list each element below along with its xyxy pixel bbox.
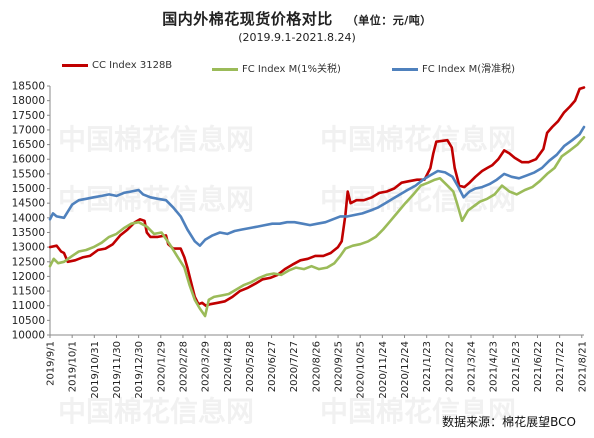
y-tick-label: 18000: [12, 95, 45, 107]
series-line-2: [48, 125, 586, 247]
x-tick-label: 2019/10/1: [68, 341, 79, 392]
legend-swatch: [62, 63, 88, 67]
legend-item-fc-index-1pct: FC Index M(1%关税): [212, 60, 341, 75]
x-tick-label: 2021/5/23: [511, 341, 522, 392]
y-tick-label: 12000: [12, 271, 45, 283]
y-tick-label: 16000: [12, 154, 45, 166]
chart-subtitle: (2019.9.1-2021.8.24): [238, 31, 356, 44]
y-tick-label: 11500: [12, 286, 45, 298]
x-tick-label: 2020/4/28: [223, 341, 234, 392]
chart-unit: （单位：元/吨）: [346, 14, 432, 27]
y-tick-label: 13500: [12, 227, 45, 239]
x-tick-label: 2021/2/22: [444, 341, 455, 392]
y-tick-label: 10000: [12, 330, 45, 342]
x-tick-label: 2019/11/30: [112, 341, 123, 399]
x-tick-label: 2020/10/25: [356, 341, 367, 399]
chart-title: 国内外棉花现货价格对比 （单位：元/吨）: [0, 8, 594, 29]
x-tick-label: 2020/7/27: [289, 341, 300, 392]
x-tick-label: 2020/5/28: [245, 341, 256, 392]
y-tick-label: 17500: [12, 110, 45, 122]
y-tick-label: 15500: [12, 168, 45, 180]
x-tick-label: 2020/8/26: [311, 341, 322, 392]
chart-title-text: 国内外棉花现货价格对比: [162, 10, 333, 28]
x-tick-label: 2019/9/1: [46, 341, 57, 386]
legend-item-fc-index-sliding: FC Index M(滑准税): [392, 60, 515, 75]
x-tick-label: 2020/11/24: [378, 341, 389, 399]
x-tick-label: 2019/12/30: [134, 341, 145, 399]
legend-swatch: [212, 67, 238, 71]
x-tick-label: 2021/7/22: [555, 341, 566, 392]
y-tick-label: 17000: [12, 124, 45, 136]
y-tick-label: 15000: [12, 183, 45, 195]
legend-label: FC Index M(1%关税): [242, 64, 341, 75]
y-tick-label: 14000: [12, 212, 45, 224]
y-tick-label: 12500: [12, 256, 45, 268]
x-tick-label: 2021/4/23: [489, 341, 500, 392]
x-tick-label: 2021/1/23: [422, 341, 433, 392]
x-tick-label: 2020/1/29: [156, 341, 167, 392]
x-tick-label: 2020/2/28: [178, 341, 189, 392]
y-tick-label: 10500: [12, 315, 45, 327]
data-source-note: 数据来源：棉花展望BCO: [442, 415, 576, 429]
legend-swatch: [392, 67, 418, 71]
x-tick-label: 2020/6/27: [267, 341, 278, 392]
y-tick-label: 16500: [12, 139, 45, 151]
x-tick-label: 2019/10/31: [90, 341, 101, 399]
series-line-1: [48, 136, 586, 318]
series-line-0: [48, 86, 586, 307]
x-tick-label: 2021/8/21: [577, 341, 588, 392]
legend-label: FC Index M(滑准税): [422, 64, 516, 75]
y-tick-label: 18500: [12, 81, 45, 93]
x-tick-label: 2020/9/25: [334, 341, 345, 392]
x-tick-label: 2021/6/22: [533, 341, 544, 392]
legend-item-cc-index: CC Index 3128B: [62, 60, 172, 71]
legend-label: CC Index 3128B: [92, 60, 173, 71]
x-tick-label: 2020/3/29: [201, 341, 212, 392]
y-tick-label: 13000: [12, 242, 45, 254]
x-tick-label: 2020/12/24: [400, 341, 411, 399]
y-tick-label: 11000: [12, 300, 45, 312]
y-tick-label: 14500: [12, 198, 45, 210]
x-tick-label: 2021/3/24: [466, 341, 477, 392]
